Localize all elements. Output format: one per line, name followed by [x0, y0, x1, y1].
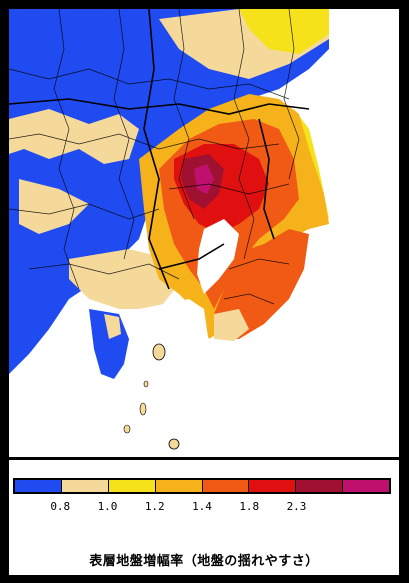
legend-swatch [61, 480, 109, 492]
island-oshima [152, 343, 166, 361]
legend-swatch [296, 480, 344, 492]
legend-swatch [343, 480, 389, 492]
land-mid-north [239, 9, 329, 54]
admin-boundaries [9, 9, 300, 305]
legend-swatch [202, 480, 250, 492]
island-toshima [143, 380, 149, 388]
divider [9, 457, 399, 460]
legend: 0.8 1.0 1.2 1.4 1.8 2.3 表層地盤増幅率（地盤の揺れやすさ… [9, 460, 399, 575]
amplification-map [9, 9, 329, 450]
island-miyake [168, 438, 180, 450]
legend-swatch [15, 480, 62, 492]
land-foothills-a [9, 109, 139, 164]
island-kozushima [123, 424, 131, 434]
land-foothills-c [69, 249, 179, 309]
map-area [9, 9, 399, 457]
legend-ticks: 0.8 1.0 1.2 1.4 1.8 2.3 [13, 500, 391, 520]
legend-title: 表層地盤増幅率（地盤の揺れやすさ） [89, 554, 319, 569]
sagami-bay [119, 299, 209, 389]
land-izu-coast [104, 314, 121, 339]
legend-tick: 0.8 [50, 500, 71, 513]
legend-tick: 1.4 [192, 500, 212, 513]
legend-tick: 1.0 [97, 500, 118, 513]
legend-swatch [155, 480, 203, 492]
legend-tick: 2.3 [286, 500, 307, 513]
island-niijima [139, 402, 147, 416]
land-boso-tip [214, 309, 249, 341]
land-kanto-magenta [194, 164, 214, 194]
legend-colorbar [13, 478, 391, 494]
figure-panel: 0.8 1.0 1.2 1.4 1.8 2.3 表層地盤増幅率（地盤の揺れやすさ… [9, 9, 399, 575]
legend-swatch [249, 480, 297, 492]
legend-tick: 1.8 [239, 500, 260, 513]
prefecture-boundaries [9, 9, 310, 290]
legend-tick: 1.2 [144, 500, 165, 513]
tokyo-bay [197, 219, 239, 294]
legend-swatch [108, 480, 156, 492]
